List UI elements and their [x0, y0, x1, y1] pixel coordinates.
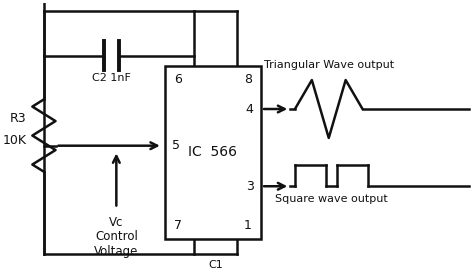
- Text: R3: R3: [10, 112, 27, 125]
- Text: 8: 8: [244, 73, 252, 85]
- Bar: [164, 65, 261, 239]
- Text: 5: 5: [172, 139, 180, 152]
- Text: IC  566: IC 566: [188, 145, 237, 159]
- Text: Vc: Vc: [109, 216, 124, 229]
- Text: 10K: 10K: [2, 134, 27, 147]
- Text: 6: 6: [174, 73, 182, 85]
- Text: 3: 3: [246, 180, 254, 193]
- Text: Square wave output: Square wave output: [275, 194, 388, 204]
- Text: C2 1nF: C2 1nF: [92, 73, 131, 83]
- Text: C1: C1: [208, 260, 223, 270]
- Text: 7: 7: [174, 219, 182, 232]
- Text: 4: 4: [246, 102, 254, 116]
- Text: Triangular Wave output: Triangular Wave output: [264, 60, 394, 70]
- Text: Control
Voltage: Control Voltage: [94, 230, 138, 258]
- Text: 1: 1: [244, 219, 252, 232]
